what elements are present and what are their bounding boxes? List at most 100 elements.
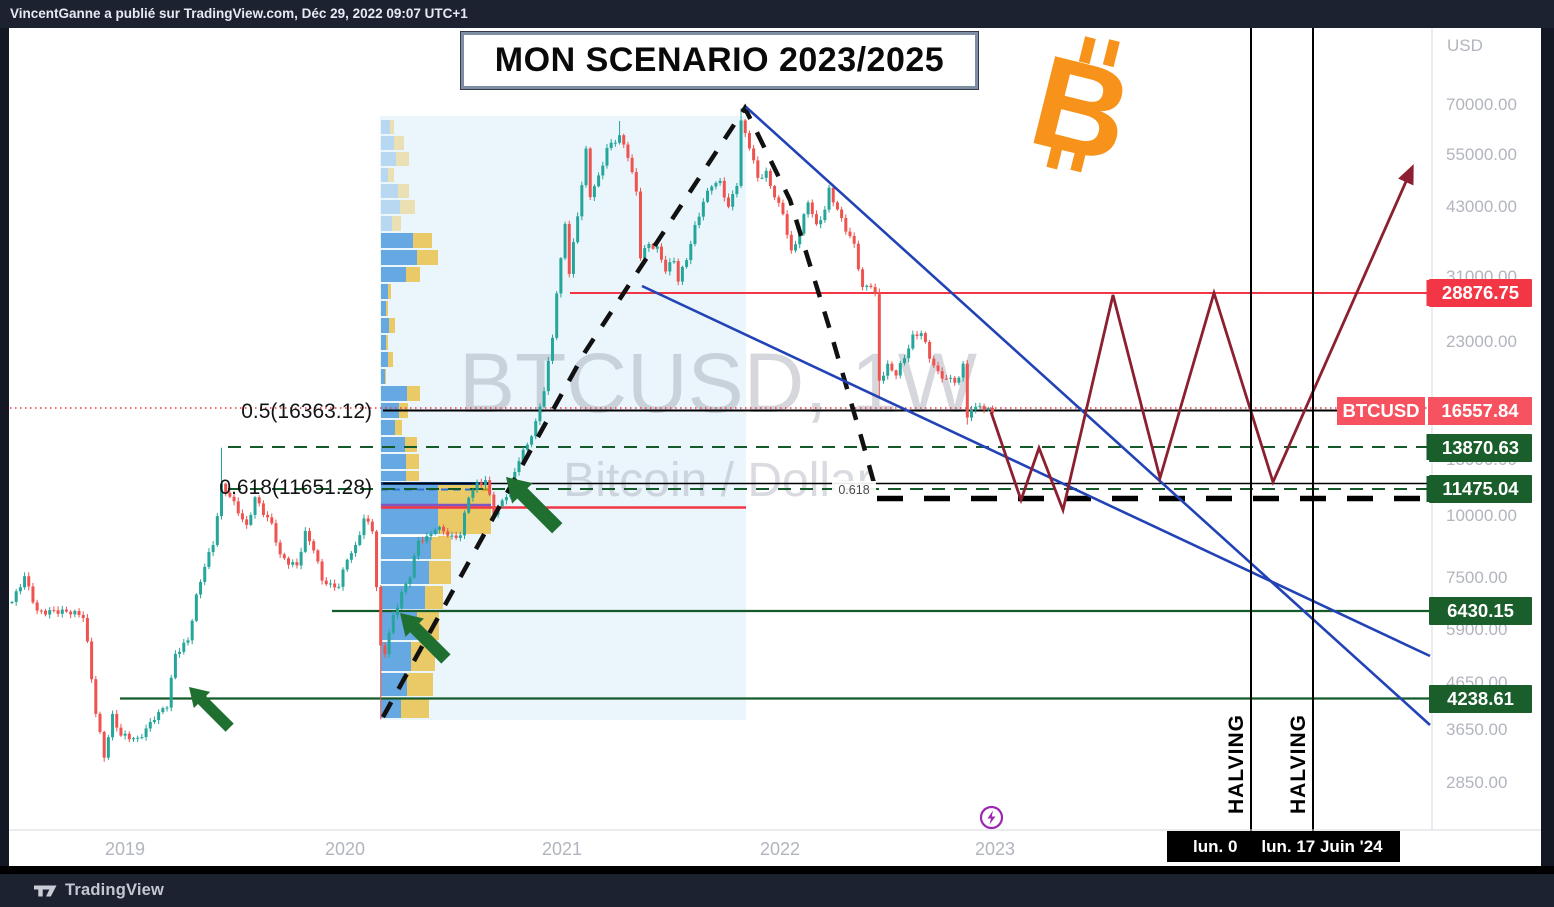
volume-profile-sell-bar: [405, 437, 417, 452]
candle-body: [521, 449, 525, 462]
candle-body: [186, 640, 190, 643]
halving-label-1[interactable]: HALVING: [1225, 714, 1248, 814]
pointer-arrow[interactable]: [400, 613, 451, 664]
candle-body: [102, 731, 106, 758]
candle-body: [982, 405, 986, 410]
bitcoin-logo-icon: B: [1018, 26, 1144, 190]
candle-body: [341, 569, 345, 587]
volume-profile-buy-bar: [381, 561, 429, 584]
volume-profile-sell-bar: [389, 318, 395, 333]
candle-body: [182, 642, 186, 652]
candle-body: [911, 334, 915, 349]
volume-profile-sell-bar: [407, 386, 420, 401]
candle-body: [961, 363, 965, 378]
candle-body: [848, 231, 852, 237]
candle-body: [576, 216, 580, 243]
volume-profile-sell-bar: [395, 420, 402, 435]
candle-body: [944, 378, 948, 380]
candle-body: [546, 360, 550, 392]
volume-profile-buy-bar: [381, 437, 405, 452]
candle-body: [475, 482, 479, 491]
scenario-projection-path[interactable]: [989, 164, 1414, 515]
candle-body: [421, 540, 425, 542]
highlight-box[interactable]: [380, 116, 746, 720]
candle-body: [199, 581, 203, 595]
volume-profile-sell-bar: [400, 200, 415, 214]
time-axis-year-label[interactable]: 2020: [324, 839, 366, 859]
candle-body: [789, 234, 793, 251]
candle-body: [44, 610, 48, 615]
volume-profile-buy-bar: [381, 471, 406, 481]
time-axis-year-label[interactable]: 2023: [974, 839, 1016, 859]
candle-body: [970, 409, 974, 418]
fib-label-05[interactable]: 0.5(16363.12): [241, 400, 372, 423]
candle-body: [228, 492, 232, 497]
candle-body: [743, 120, 747, 134]
candle-body: [840, 209, 844, 219]
halving-label-2[interactable]: HALVING: [1287, 714, 1310, 814]
candle-body: [140, 737, 144, 739]
pointer-arrow[interactable]: [506, 477, 563, 534]
candle-body: [731, 194, 735, 207]
fib-label-0618[interactable]: 0.618(11651.28): [219, 476, 372, 499]
candle-body: [370, 521, 374, 532]
pointer-arrow[interactable]: [189, 687, 234, 732]
candle-body: [60, 609, 64, 614]
time-axis-year-label[interactable]: 2019: [104, 839, 146, 859]
candle-body: [504, 497, 508, 501]
downtrend-line[interactable]: [745, 106, 1431, 726]
candle-body: [672, 261, 676, 263]
footer-brand-text[interactable]: TradingView: [65, 881, 165, 899]
idea-lightning-icon[interactable]: [978, 804, 1005, 831]
candle-body: [416, 540, 420, 556]
fib-mini-label[interactable]: 0.618: [838, 483, 869, 497]
time-axis-year-label[interactable]: 2022: [759, 839, 801, 859]
candle-body: [618, 135, 622, 143]
volume-profile-sell-bar: [407, 673, 433, 696]
watermark-symbol: BTCUSD, 1W: [459, 336, 977, 430]
candle-body: [902, 358, 906, 364]
volume-profile-sell-bar: [386, 335, 388, 350]
candle-body: [714, 183, 718, 187]
chart-drawings-layer[interactable]: [9, 28, 1541, 831]
price-tick-label: 70000.00: [1446, 95, 1517, 114]
halving-date-2: lun. 17 Juin '24: [1261, 836, 1383, 856]
candle-body: [240, 513, 244, 520]
candle-body: [81, 614, 85, 619]
dashed-trend-path[interactable]: [381, 103, 880, 719]
volume-profile-sell-bar: [388, 284, 391, 299]
candle-body: [747, 133, 751, 149]
candle-body: [877, 292, 881, 381]
time-axis-year-label[interactable]: 2021: [541, 839, 583, 859]
volume-profile-buy-bar: [381, 386, 407, 401]
candle-body: [676, 261, 680, 282]
candle-body: [823, 209, 827, 221]
candle-body: [852, 236, 856, 244]
candle-body: [739, 120, 743, 186]
candle-body: [957, 377, 961, 383]
candle-body: [429, 533, 433, 537]
candle-body: [295, 562, 299, 566]
candle-body: [366, 518, 370, 522]
svg-text:B: B: [1018, 26, 1144, 190]
candle-body: [77, 610, 81, 615]
volume-profile-buy-bar: [381, 454, 406, 469]
downtrend-line[interactable]: [641, 284, 1431, 658]
volume-profile-sell-bar: [431, 536, 451, 559]
candle-body: [471, 490, 475, 498]
price-level-tag: 6430.15: [1429, 597, 1532, 625]
candle-body: [136, 737, 140, 739]
volume-profile-sell-bar: [417, 250, 438, 265]
candle-body: [735, 185, 739, 195]
candle-body: [324, 580, 328, 585]
volume-profile-buy-bar: [381, 200, 400, 214]
candle-body: [898, 363, 902, 376]
candle-body: [693, 225, 697, 244]
candle-body: [923, 333, 927, 342]
candle-body: [609, 142, 613, 149]
candle-body: [630, 157, 634, 173]
candle-body: [454, 535, 458, 539]
scenario-title-box[interactable]: MON SCENARIO 2023/2025: [461, 32, 978, 89]
candle-body: [928, 341, 932, 359]
